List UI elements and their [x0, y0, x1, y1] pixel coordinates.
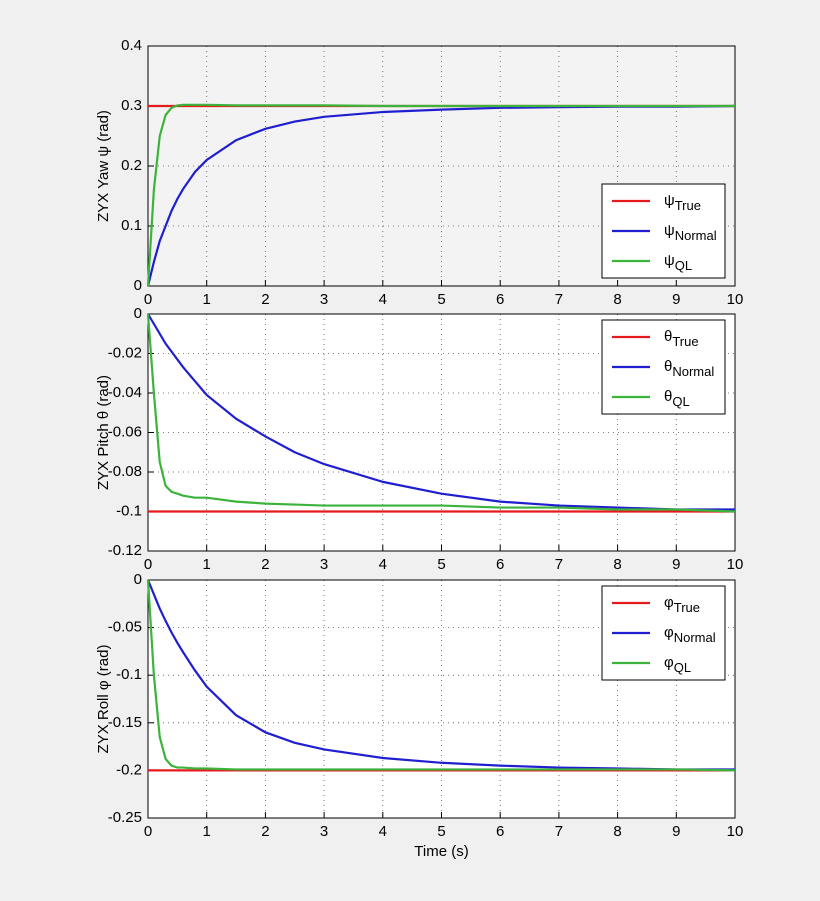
- y-axis-label: ZYX Roll φ (rad): [95, 645, 112, 754]
- x-tick-label: 6: [496, 291, 504, 308]
- x-tick-label: 5: [437, 291, 445, 308]
- x-tick-label: 4: [379, 556, 387, 573]
- y-tick-label: 0.2: [121, 157, 142, 174]
- legend-symbol: θ: [664, 388, 672, 405]
- x-tick-label: 6: [496, 823, 504, 840]
- x-tick-label: 8: [613, 556, 621, 573]
- x-tick-label: 2: [261, 556, 269, 573]
- y-tick-label: -0.15: [108, 714, 142, 731]
- legend-subscript: QL: [672, 394, 689, 409]
- series-line: [147, 313, 735, 511]
- y-tick-label: 0.1: [121, 217, 142, 234]
- legend-subscript: True: [674, 600, 700, 615]
- y-tick-label: -0.08: [108, 463, 142, 480]
- x-axis-label: Time (s): [414, 843, 468, 860]
- legend-label: φQL: [664, 654, 691, 675]
- y-tick-label: -0.25: [108, 809, 142, 826]
- x-tick-label: 2: [261, 291, 269, 308]
- x-tick-label: 9: [672, 291, 680, 308]
- y-tick-label: -0.04: [108, 384, 142, 401]
- legend-label: ψNormal: [664, 222, 717, 243]
- legend-label: ψTrue: [664, 192, 701, 213]
- y-tick-label: 0.3: [121, 97, 142, 114]
- y-tick-label: 0.4: [121, 37, 142, 54]
- x-tick-label: 9: [672, 823, 680, 840]
- y-tick-label: -0.1: [116, 666, 142, 683]
- x-tick-label: 1: [203, 291, 211, 308]
- legend-subscript: QL: [675, 258, 692, 273]
- y-tick-label: 0: [134, 571, 142, 588]
- x-tick-label: 9: [672, 556, 680, 573]
- x-tick-label: 10: [727, 823, 744, 840]
- x-tick-label: 10: [727, 291, 744, 308]
- x-tick-label: 6: [496, 556, 504, 573]
- plot-frame: [147, 313, 736, 552]
- series-line: [146, 579, 736, 772]
- x-tick-label: 0: [144, 823, 152, 840]
- x-tick-label: 7: [555, 556, 563, 573]
- y-tick-label: -0.06: [108, 423, 142, 440]
- x-tick-label: 5: [437, 556, 445, 573]
- y-axis-label: ZYX Yaw ψ (rad): [95, 110, 112, 222]
- x-tick-label: 8: [613, 291, 621, 308]
- legend-subscript: True: [672, 334, 698, 349]
- series-line: [146, 103, 735, 287]
- y-tick-label: -0.1: [116, 502, 142, 519]
- legend-label: θNormal: [664, 358, 714, 379]
- x-tick-label: 7: [555, 291, 563, 308]
- legend-label: ψQL: [664, 252, 692, 273]
- legend-label: φNormal: [664, 624, 716, 645]
- legend-symbol: φ: [664, 654, 674, 671]
- legend-subscript: True: [675, 198, 701, 213]
- legend-label: θQL: [664, 388, 690, 409]
- legend-symbol: ψ: [664, 222, 675, 239]
- series-line: [146, 579, 735, 771]
- y-tick-label: -0.02: [108, 344, 142, 361]
- x-tick-label: 1: [203, 823, 211, 840]
- x-tick-label: 5: [437, 823, 445, 840]
- y-tick-label: -0.12: [108, 542, 142, 559]
- x-tick-label: 3: [320, 291, 328, 308]
- x-tick-label: 4: [379, 291, 387, 308]
- y-tick-label: 0: [134, 305, 142, 322]
- x-tick-label: 8: [613, 823, 621, 840]
- legend-symbol: ψ: [664, 192, 675, 209]
- x-tick-label: 1: [203, 556, 211, 573]
- x-tick-label: 2: [261, 823, 269, 840]
- legend-subscript: QL: [674, 660, 691, 675]
- legend-label: φTrue: [664, 594, 700, 615]
- legend-subscript: Normal: [674, 630, 716, 645]
- legend-subscript: Normal: [675, 228, 717, 243]
- y-axis-label: ZYX Pitch θ (rad): [95, 375, 112, 490]
- y-tick-label: -0.2: [116, 761, 142, 778]
- plot-frame: [147, 45, 736, 287]
- legend-symbol: φ: [664, 594, 674, 611]
- x-tick-label: 7: [555, 823, 563, 840]
- x-tick-label: 3: [320, 556, 328, 573]
- x-tick-label: 3: [320, 823, 328, 840]
- legend-symbol: ψ: [664, 252, 675, 269]
- series-line: [146, 104, 736, 287]
- x-tick-label: 0: [144, 291, 152, 308]
- legend-symbol: θ: [664, 358, 672, 375]
- legend-symbol: θ: [664, 328, 672, 345]
- legend-symbol: φ: [664, 624, 674, 641]
- series-line: [146, 313, 736, 513]
- legend-label: θTrue: [664, 328, 699, 349]
- y-tick-label: 0: [134, 277, 142, 294]
- x-tick-label: 0: [144, 556, 152, 573]
- plot-frame: [147, 579, 736, 819]
- x-tick-label: 10: [727, 556, 744, 573]
- y-tick-label: -0.05: [108, 619, 142, 636]
- x-tick-label: 4: [379, 823, 387, 840]
- legend-subscript: Normal: [672, 364, 714, 379]
